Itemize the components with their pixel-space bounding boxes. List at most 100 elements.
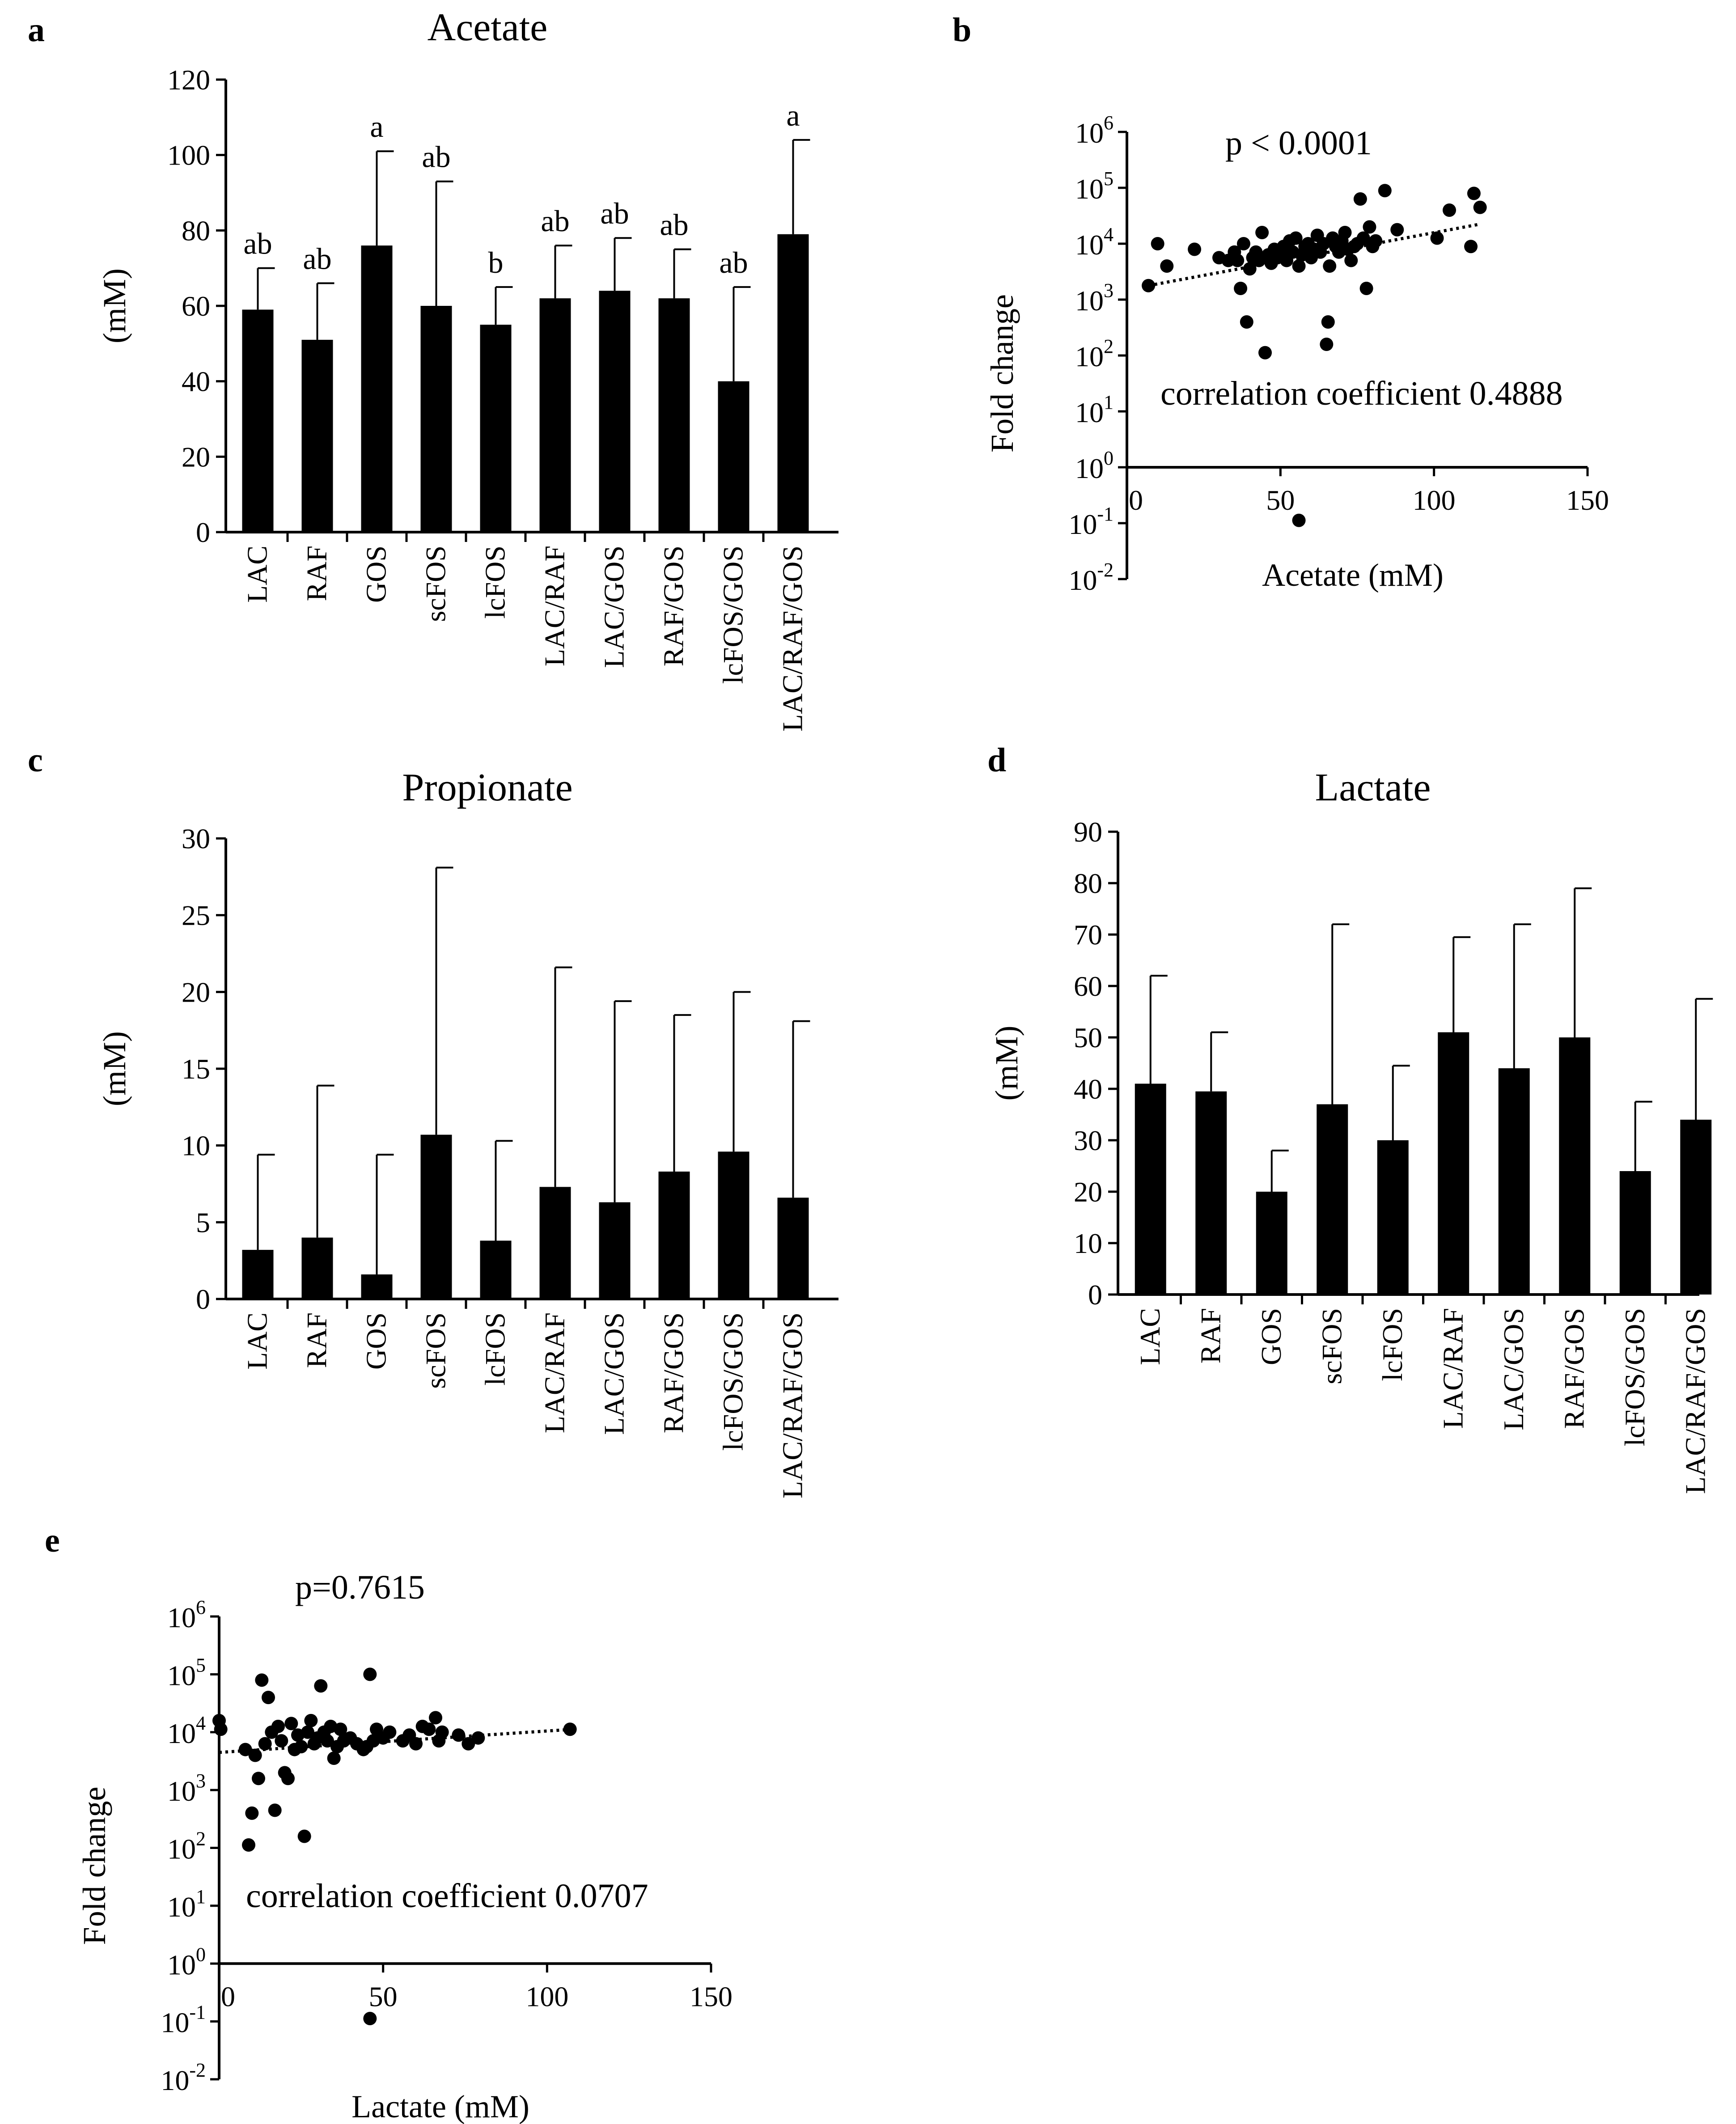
bar xyxy=(420,306,452,532)
category-label: scFOS xyxy=(1316,1308,1347,1384)
data-point xyxy=(297,1829,311,1843)
data-point xyxy=(1344,254,1358,267)
category-label: GOS xyxy=(360,1312,392,1370)
y-tick-label: 100 xyxy=(167,140,210,171)
data-point xyxy=(1258,346,1272,360)
significance-letter: ab xyxy=(719,245,748,279)
data-point xyxy=(258,1737,272,1751)
x-tick-label: 0 xyxy=(221,1980,235,2012)
data-point xyxy=(1323,259,1337,273)
panel-b: b Fold change 10-2 10-1 100 101 102 103 104 105 10… xyxy=(953,11,1609,596)
bar xyxy=(599,1202,631,1299)
category-label: LAC/RAF/GOS xyxy=(777,1312,809,1498)
data-point xyxy=(1338,226,1352,239)
y-tick-label: 30 xyxy=(182,823,210,855)
data-point xyxy=(238,1743,252,1756)
y-tick-label: 20 xyxy=(1074,1176,1102,1208)
data-point xyxy=(284,1717,298,1731)
data-point xyxy=(1255,226,1269,239)
category-label: RAF/GOS xyxy=(658,1312,690,1433)
category-label: LAC xyxy=(241,546,273,603)
data-point xyxy=(1359,282,1373,295)
data-point xyxy=(435,1725,449,1739)
bar xyxy=(599,291,631,532)
data-point xyxy=(275,1734,288,1748)
category-label: lcFOS/GOS xyxy=(1619,1308,1651,1446)
data-point xyxy=(1289,231,1303,245)
y-tick-label: 0 xyxy=(196,516,210,548)
y-axis-label: Fold change xyxy=(984,294,1020,453)
panel-e: e Fold change 10-2 10-1 100 101 102 103 104 105 10… xyxy=(45,1522,733,2124)
significance-letter: a xyxy=(370,110,383,144)
y-tick-label: 10-2 xyxy=(161,2059,206,2096)
bar xyxy=(480,1240,512,1299)
bar xyxy=(480,325,512,532)
data-point xyxy=(1378,184,1392,198)
y-tick-label: 40 xyxy=(182,366,210,398)
bar xyxy=(777,234,809,532)
panel-letter: b xyxy=(953,11,971,49)
y-tick-label: 90 xyxy=(1074,816,1102,848)
bar xyxy=(301,339,333,532)
data-point xyxy=(1363,220,1376,234)
bar xyxy=(658,1172,690,1299)
data-point xyxy=(563,1722,577,1736)
category-label: lcFOS xyxy=(1376,1308,1408,1381)
data-point xyxy=(214,1722,228,1736)
data-point xyxy=(1160,259,1174,273)
y-tick-label: 80 xyxy=(1074,867,1102,899)
data-point xyxy=(1151,237,1164,250)
y-tick-label: 103 xyxy=(1075,279,1114,317)
y-tick-label: 105 xyxy=(167,1654,206,1691)
data-point xyxy=(1467,186,1481,200)
y-tick-label: 20 xyxy=(182,441,210,473)
y-tick-label: 105 xyxy=(1075,168,1114,205)
data-point xyxy=(304,1714,318,1727)
bar xyxy=(301,1237,333,1299)
data-point xyxy=(314,1679,328,1693)
y-tick-label: 102 xyxy=(1075,335,1114,372)
bar xyxy=(242,309,274,532)
data-point xyxy=(245,1806,259,1820)
y-axis-label: (mM) xyxy=(97,268,132,343)
data-point xyxy=(471,1731,485,1745)
data-point xyxy=(1356,231,1370,245)
data-point xyxy=(301,1725,314,1739)
y-tick-label: 5 xyxy=(196,1206,210,1238)
data-point xyxy=(1188,242,1202,256)
bar xyxy=(1498,1068,1530,1295)
y-tick-label: 120 xyxy=(167,64,210,96)
data-point xyxy=(429,1711,442,1725)
bar xyxy=(1377,1140,1409,1295)
y-tick-label: 10 xyxy=(182,1130,210,1162)
y-tick-label: 40 xyxy=(1074,1073,1102,1105)
chart-title: Lactate xyxy=(1315,766,1431,809)
data-point xyxy=(1430,231,1444,245)
data-point xyxy=(1292,259,1306,273)
bar xyxy=(1559,1037,1591,1295)
y-tick-label: 70 xyxy=(1074,919,1102,951)
bar xyxy=(1135,1083,1166,1295)
y-tick-label: 0 xyxy=(1088,1279,1102,1311)
bar xyxy=(361,245,393,532)
data-point xyxy=(409,1737,423,1751)
category-label: lcFOS/GOS xyxy=(717,1312,749,1451)
panel-letter: a xyxy=(28,11,45,49)
chart-title: Propionate xyxy=(402,766,572,809)
bar xyxy=(1438,1032,1469,1295)
data-point xyxy=(422,1722,436,1736)
category-label: LAC/GOS xyxy=(1498,1308,1529,1430)
bar xyxy=(777,1197,809,1299)
bar xyxy=(242,1250,274,1299)
data-point xyxy=(1369,234,1383,248)
bar xyxy=(1619,1171,1651,1295)
significance-letter: ab xyxy=(243,227,272,261)
bar xyxy=(718,381,749,532)
data-point xyxy=(327,1751,341,1765)
p-value-text: p < 0.0001 xyxy=(1225,124,1372,162)
category-label: LAC xyxy=(1134,1308,1166,1365)
x-tick-label: 50 xyxy=(369,1980,398,2012)
bar xyxy=(1195,1091,1227,1295)
y-tick-label: 106 xyxy=(167,1596,206,1633)
bar xyxy=(1317,1104,1348,1295)
